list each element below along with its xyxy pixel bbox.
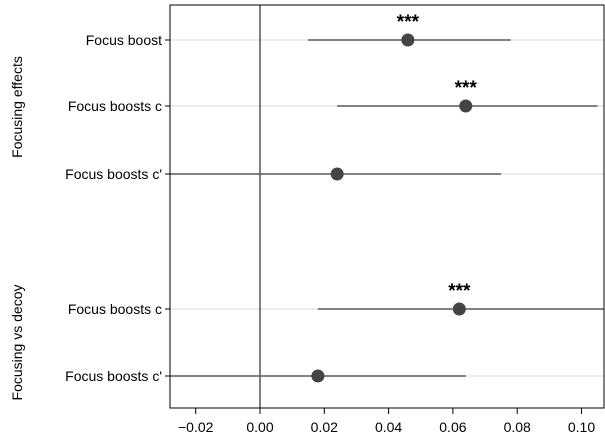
- x-axis: −0.02 0.00 0.02 0.04 0.06 0.08 0.10: [178, 408, 595, 435]
- row-label: Focus boosts c: [68, 301, 162, 317]
- point-marker: [311, 369, 325, 383]
- plot-frame: [169, 4, 605, 409]
- row-label: Focus boost: [86, 32, 162, 48]
- x-tick-label: −0.02: [178, 419, 214, 435]
- x-tick-label: 0.02: [311, 419, 338, 435]
- group-label: Focusing vs decoy: [9, 285, 25, 401]
- x-tick-label: 0.06: [439, 419, 466, 435]
- point-marker: [452, 302, 466, 316]
- point-marker: [401, 33, 415, 47]
- point-marker: [459, 99, 473, 113]
- point-marker: [330, 167, 344, 181]
- row-labels: Focus boost Focus boosts c Focus boosts c'…: [65, 32, 170, 384]
- x-tick-label: 0.08: [504, 419, 531, 435]
- significance-labels: *** *** ***: [397, 12, 478, 302]
- x-tick-label: 0.04: [375, 419, 402, 435]
- row-label: Focus boosts c': [65, 368, 162, 384]
- significance-label: ***: [455, 78, 478, 99]
- confidence-intervals: [170, 39, 604, 377]
- significance-label: ***: [448, 281, 471, 302]
- group-labels: Focusing effects Focusing vs decoy: [9, 56, 25, 400]
- group-label: Focusing effects: [9, 56, 25, 158]
- significance-label: ***: [397, 12, 420, 33]
- grid-lines: [170, 39, 604, 377]
- x-tick-label: 0.00: [246, 419, 273, 435]
- point-estimates: [311, 33, 473, 383]
- x-tick-label: 0.10: [568, 419, 595, 435]
- row-label: Focus boosts c: [68, 98, 162, 114]
- row-label: Focus boosts c': [65, 166, 162, 182]
